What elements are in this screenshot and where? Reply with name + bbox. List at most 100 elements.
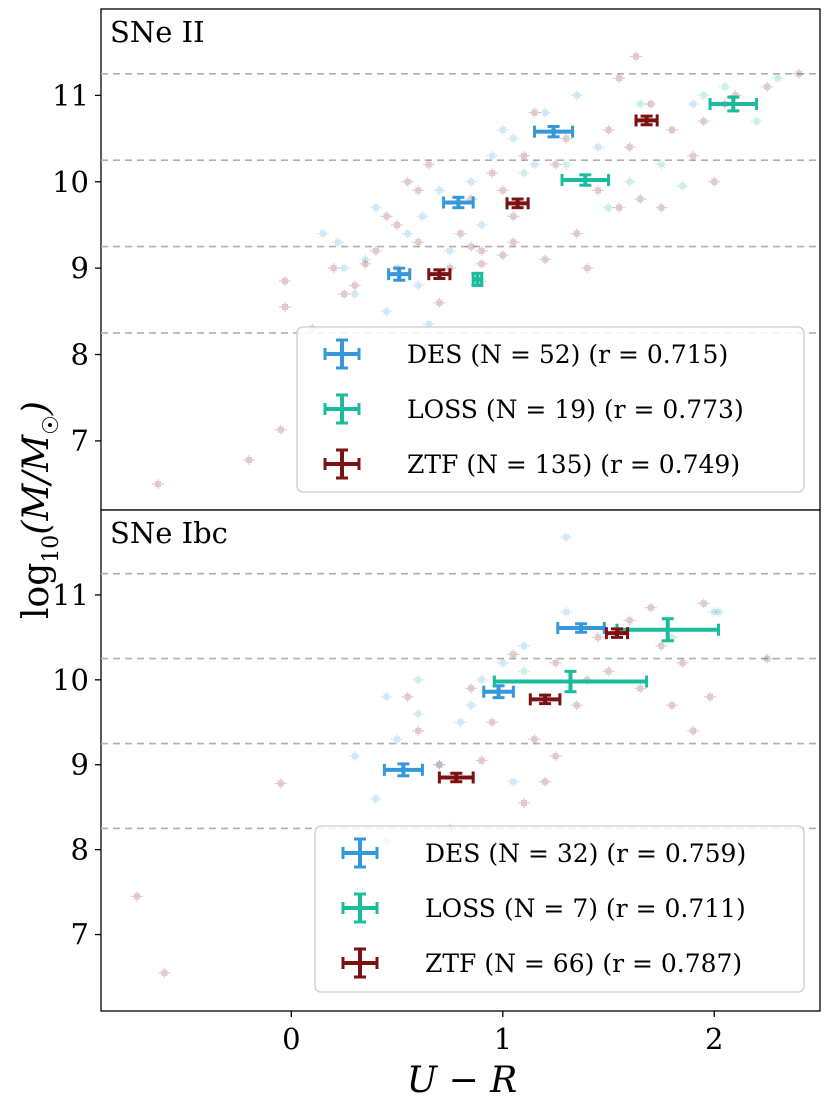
raw-point-des — [317, 228, 330, 239]
legend: DES (N = 52) (r = 0.715) LOSS (N = 19) (r… — [296, 326, 805, 493]
raw-point-ztf — [274, 778, 287, 789]
raw-point-des — [465, 700, 478, 711]
raw-point-ztf — [465, 241, 478, 252]
raw-point-ztf — [687, 725, 700, 736]
raw-point-ztf — [644, 99, 657, 110]
binned-marker-des — [442, 195, 475, 210]
raw-point-ztf — [729, 90, 742, 101]
x-tick-label: 1 — [494, 1022, 512, 1056]
raw-point-des — [359, 254, 372, 265]
raw-point-loss — [602, 202, 615, 213]
raw-point-ztf — [704, 691, 717, 702]
raw-point-loss — [412, 674, 425, 685]
raw-point-des — [433, 185, 446, 196]
raw-point-ztf — [391, 219, 404, 230]
legend-label: DES (N = 52) (r = 0.715) — [407, 340, 728, 369]
panel-title: SNe II — [110, 15, 205, 49]
raw-point-des — [560, 606, 573, 617]
y-tick-label: 10 — [52, 165, 89, 199]
raw-point-ztf — [697, 598, 710, 609]
raw-point-des — [560, 532, 573, 543]
raw-point-ztf — [539, 254, 552, 265]
raw-point-des — [380, 691, 393, 702]
legend-entry-des: DES (N = 52) (r = 0.715) — [323, 338, 728, 370]
raw-point-ztf — [359, 258, 372, 269]
raw-point-ztf — [634, 683, 647, 694]
binned-marker-ztf — [634, 114, 659, 127]
binned-marker-loss — [560, 173, 611, 187]
raw-point-des — [454, 717, 467, 728]
binned-marker-des — [387, 266, 412, 282]
raw-point-ztf — [433, 297, 446, 308]
legend-label: LOSS (N = 7) (r = 0.711) — [425, 894, 746, 923]
raw-point-ztf — [528, 107, 541, 118]
raw-point-ztf — [623, 142, 636, 153]
raw-point-ztf — [687, 150, 700, 161]
x-tick-label: 2 — [705, 1022, 723, 1056]
raw-point-ztf — [412, 237, 425, 248]
raw-point-ztf — [422, 159, 435, 170]
raw-point-des — [496, 124, 509, 135]
y-tick-label: 8 — [71, 338, 89, 372]
y-axis-label-close: ) — [16, 401, 57, 416]
raw-point-des — [465, 176, 478, 187]
raw-point-des — [475, 219, 488, 230]
binned-markers — [387, 95, 759, 287]
y-tick-label: 9 — [71, 748, 89, 782]
raw-point-des — [369, 793, 382, 804]
raw-point-ztf — [539, 776, 552, 787]
raw-point-ztf — [644, 602, 657, 613]
raw-point-des — [401, 228, 414, 239]
raw-point-ztf — [665, 124, 678, 135]
raw-point-ztf — [630, 51, 643, 62]
y-tick-label: 9 — [71, 251, 89, 285]
raw-point-loss — [517, 666, 530, 677]
raw-point-loss — [655, 159, 668, 170]
raw-point-ztf — [274, 424, 287, 435]
binned-marker-loss — [471, 271, 484, 287]
raw-point-loss — [750, 116, 763, 127]
legend-label: ZTF (N = 135) (r = 0.749) — [407, 450, 740, 479]
raw-point-des — [338, 263, 351, 274]
y-tick-label: 11 — [52, 578, 89, 612]
raw-point-ztf — [507, 237, 520, 248]
raw-point-loss — [634, 99, 647, 110]
binned-marker-des — [533, 124, 575, 139]
raw-point-des — [416, 211, 429, 222]
raw-point-ztf — [602, 666, 615, 677]
binned-marker-loss — [492, 669, 649, 694]
raw-points — [130, 532, 774, 978]
raw-point-des — [331, 237, 344, 248]
raw-point-des — [433, 759, 446, 770]
raw-point-ztf — [676, 657, 689, 668]
raw-point-des — [348, 289, 361, 300]
raw-point-ztf — [560, 133, 573, 144]
raw-point-loss — [712, 606, 725, 617]
legend-entry-loss: LOSS (N = 7) (r = 0.711) — [341, 892, 746, 924]
y-ticks: 7 8 9 10 11 — [52, 78, 101, 458]
raw-point-ztf — [528, 734, 541, 745]
raw-point-des — [528, 159, 541, 170]
y-tick-label: 11 — [52, 78, 89, 112]
raw-point-ztf — [454, 228, 467, 239]
raw-point-loss — [623, 176, 636, 187]
raw-point-ztf — [486, 717, 499, 728]
raw-point-ztf — [465, 683, 478, 694]
y-ticks: 7 8 9 10 11 — [52, 578, 101, 952]
x-axis-label: U − R — [407, 1060, 518, 1101]
raw-point-ztf — [243, 454, 256, 465]
x-tick-label: 0 — [282, 1022, 300, 1056]
raw-point-ztf — [496, 250, 509, 261]
legend-label: ZTF (N = 66) (r = 0.787) — [425, 949, 742, 978]
raw-point-des — [443, 245, 456, 256]
raw-point-ztf — [338, 289, 351, 300]
legend-label: DES (N = 32) (r = 0.759) — [425, 839, 746, 868]
raw-point-ztf — [655, 640, 668, 651]
y-axis-label-sub: 10 — [39, 535, 64, 563]
raw-point-ztf — [348, 280, 361, 291]
raw-point-loss — [517, 168, 530, 179]
raw-point-des — [708, 606, 721, 617]
raw-point-ztf — [327, 263, 340, 274]
y-axis-label-sun: ☉ — [39, 415, 64, 435]
